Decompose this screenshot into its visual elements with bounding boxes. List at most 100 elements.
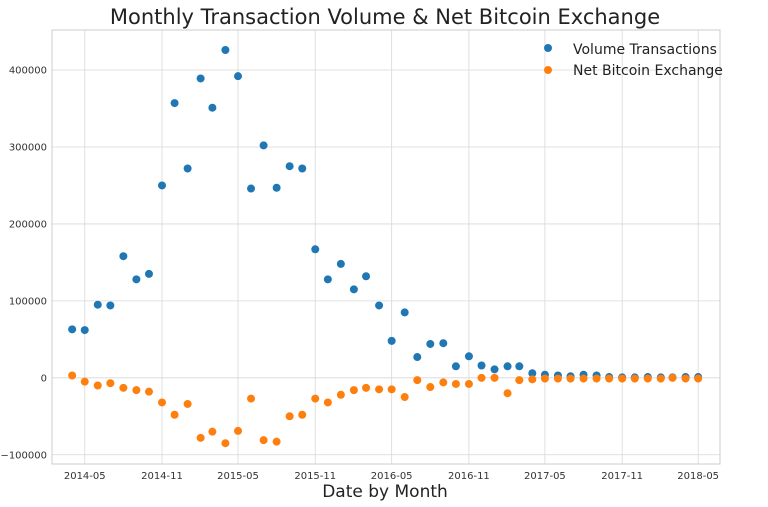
point-net-bitcoin-exchange bbox=[362, 383, 371, 392]
y-tick-label: −100000 bbox=[0, 450, 47, 461]
point-net-bitcoin-exchange bbox=[158, 398, 167, 407]
point-volume-transactions bbox=[477, 361, 486, 370]
point-volume-transactions bbox=[323, 275, 332, 284]
point-net-bitcoin-exchange bbox=[349, 386, 358, 395]
x-tick-label: 2017-11 bbox=[601, 471, 643, 482]
legend: Volume Transactions Net Bitcoin Exchange bbox=[544, 42, 723, 79]
point-net-bitcoin-exchange bbox=[387, 385, 396, 394]
point-net-bitcoin-exchange bbox=[426, 383, 435, 392]
point-net-bitcoin-exchange bbox=[106, 379, 115, 388]
point-volume-transactions bbox=[233, 72, 242, 81]
point-net-bitcoin-exchange bbox=[566, 374, 575, 383]
point-volume-transactions bbox=[490, 365, 499, 374]
point-volume-transactions bbox=[119, 252, 128, 261]
point-net-bitcoin-exchange bbox=[618, 374, 627, 383]
point-net-bitcoin-exchange bbox=[540, 374, 549, 383]
point-volume-transactions bbox=[528, 369, 537, 378]
point-volume-transactions bbox=[221, 46, 230, 55]
point-volume-transactions bbox=[464, 352, 473, 361]
grid-lines bbox=[52, 30, 720, 464]
point-net-bitcoin-exchange bbox=[464, 379, 473, 388]
x-tick-label: 2018-05 bbox=[677, 471, 719, 482]
point-net-bitcoin-exchange bbox=[119, 383, 128, 392]
point-net-bitcoin-exchange bbox=[144, 387, 153, 396]
point-net-bitcoin-exchange bbox=[605, 374, 614, 383]
point-volume-transactions bbox=[387, 336, 396, 345]
x-tick-label: 2016-11 bbox=[448, 471, 490, 482]
point-volume-transactions bbox=[515, 362, 524, 371]
point-net-bitcoin-exchange bbox=[630, 374, 639, 383]
point-net-bitcoin-exchange bbox=[681, 374, 690, 383]
point-volume-transactions bbox=[158, 181, 167, 190]
y-tick-label: 0 bbox=[41, 373, 47, 384]
point-net-bitcoin-exchange bbox=[336, 390, 345, 399]
point-net-bitcoin-exchange bbox=[272, 437, 281, 446]
y-tick-label: 200000 bbox=[9, 219, 47, 230]
point-volume-transactions bbox=[106, 301, 115, 310]
point-volume-transactions bbox=[375, 301, 384, 310]
point-volume-transactions bbox=[93, 300, 102, 309]
point-net-bitcoin-exchange bbox=[668, 373, 677, 382]
legend-label-volume-transactions: Volume Transactions bbox=[573, 42, 717, 58]
point-volume-transactions bbox=[451, 362, 460, 371]
x-tick-label: 2015-11 bbox=[294, 471, 336, 482]
point-net-bitcoin-exchange bbox=[579, 374, 588, 383]
point-net-bitcoin-exchange bbox=[221, 439, 230, 448]
point-volume-transactions bbox=[413, 353, 422, 362]
point-net-bitcoin-exchange bbox=[68, 371, 77, 380]
point-net-bitcoin-exchange bbox=[503, 389, 512, 398]
point-net-bitcoin-exchange bbox=[247, 394, 256, 403]
point-net-bitcoin-exchange bbox=[208, 427, 217, 436]
point-volume-transactions bbox=[247, 184, 256, 193]
data-points bbox=[68, 46, 703, 448]
point-volume-transactions bbox=[426, 339, 435, 348]
point-net-bitcoin-exchange bbox=[170, 410, 179, 419]
point-net-bitcoin-exchange bbox=[553, 374, 562, 383]
point-volume-transactions bbox=[400, 308, 409, 317]
point-volume-transactions bbox=[68, 325, 77, 334]
x-tick-label: 2014-11 bbox=[141, 471, 183, 482]
point-volume-transactions bbox=[285, 162, 294, 171]
point-net-bitcoin-exchange bbox=[183, 399, 192, 408]
legend-marker-net-bitcoin-exchange bbox=[544, 66, 552, 74]
point-net-bitcoin-exchange bbox=[451, 379, 460, 388]
x-tick-labels: 2014-05 2014-11 2015-05 2015-11 2016-05 2016-… bbox=[64, 471, 719, 482]
y-tick-label: 300000 bbox=[9, 142, 47, 153]
point-net-bitcoin-exchange bbox=[490, 373, 499, 382]
legend-marker-volume-transactions bbox=[544, 44, 552, 52]
point-volume-transactions bbox=[272, 183, 281, 192]
y-tick-label: 100000 bbox=[9, 296, 47, 307]
point-volume-transactions bbox=[362, 272, 371, 281]
point-volume-transactions bbox=[503, 362, 512, 371]
point-volume-transactions bbox=[349, 285, 358, 294]
point-net-bitcoin-exchange bbox=[298, 410, 307, 419]
point-net-bitcoin-exchange bbox=[400, 393, 409, 402]
point-net-bitcoin-exchange bbox=[80, 377, 89, 386]
point-net-bitcoin-exchange bbox=[528, 375, 537, 384]
point-volume-transactions bbox=[259, 141, 268, 150]
point-net-bitcoin-exchange bbox=[323, 398, 332, 407]
point-net-bitcoin-exchange bbox=[93, 381, 102, 390]
point-net-bitcoin-exchange bbox=[656, 374, 665, 383]
point-net-bitcoin-exchange bbox=[439, 378, 448, 387]
point-net-bitcoin-exchange bbox=[515, 376, 524, 385]
point-net-bitcoin-exchange bbox=[694, 374, 703, 383]
point-net-bitcoin-exchange bbox=[311, 394, 320, 403]
point-volume-transactions bbox=[208, 103, 217, 112]
point-volume-transactions bbox=[170, 99, 179, 108]
point-volume-transactions bbox=[183, 164, 192, 173]
x-tick-label: 2015-05 bbox=[217, 471, 259, 482]
x-tick-label: 2017-05 bbox=[524, 471, 566, 482]
point-net-bitcoin-exchange bbox=[132, 386, 141, 395]
x-axis-label: Date by Month bbox=[322, 482, 448, 502]
point-net-bitcoin-exchange bbox=[413, 376, 422, 385]
point-net-bitcoin-exchange bbox=[643, 374, 652, 383]
point-volume-transactions bbox=[336, 259, 345, 268]
chart-title: Monthly Transaction Volume & Net Bitcoin… bbox=[110, 5, 660, 29]
plot-area-frame bbox=[51, 29, 721, 465]
y-tick-label: 400000 bbox=[9, 66, 47, 77]
point-net-bitcoin-exchange bbox=[375, 385, 384, 394]
point-volume-transactions bbox=[439, 339, 448, 348]
point-volume-transactions bbox=[311, 245, 320, 254]
